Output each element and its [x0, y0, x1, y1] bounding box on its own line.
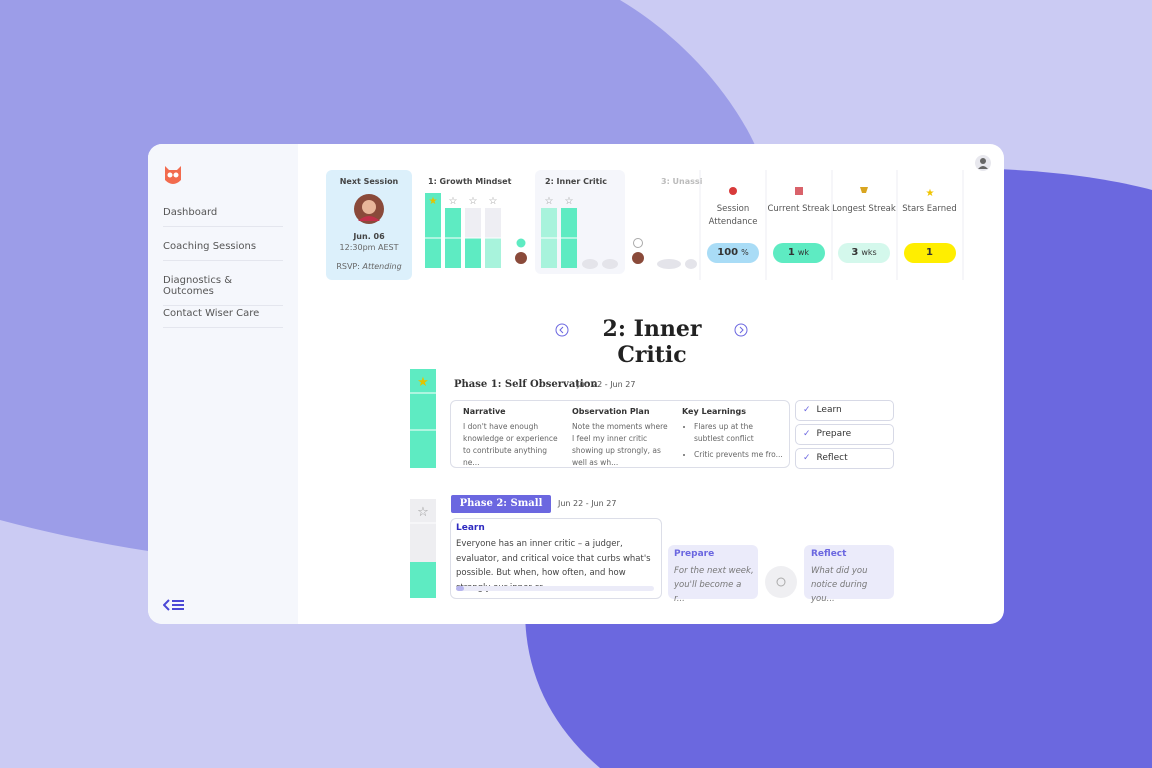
svg-text:★: ★: [926, 188, 935, 199]
session-time: 12:30pm AEST: [339, 243, 399, 252]
phase-dates: Jun 22 - Jun 27: [558, 499, 617, 508]
stat-label: Stars Earned: [902, 204, 957, 214]
module-progress: ★ ☆ ☆ ☆ ☆ ☆: [425, 193, 697, 269]
step-label: Reflect: [816, 453, 848, 463]
step-label: Prepare: [816, 429, 852, 439]
stat-value: 1: [926, 247, 933, 258]
card-text: For the next week, you'll become a r...: [674, 566, 754, 604]
stat-value: 3: [851, 247, 859, 258]
stat-unit: wks: [861, 248, 877, 257]
module-title[interactable]: 1: Growth Mindset: [428, 177, 512, 186]
step-label: Learn: [816, 405, 842, 415]
svg-text:☆: ☆: [449, 196, 458, 207]
step-button[interactable]: ✓ Prepare: [795, 424, 894, 445]
profile-icon[interactable]: [975, 155, 991, 171]
stat-label: Longest Streak: [832, 204, 896, 214]
phase-title: Phase 1: Self Observation: [454, 379, 598, 390]
stat-unit: wk: [797, 248, 810, 257]
phase-progress: ★ ☆: [410, 369, 436, 598]
module-title[interactable]: 3: Unassi: [661, 177, 703, 186]
svg-text:★: ★: [417, 375, 429, 390]
nav-item[interactable]: Diagnostics & Outcomes: [163, 275, 283, 306]
stat-dividers: ★: [699, 170, 964, 280]
column-text: I don't have enough knowledge or experie…: [463, 422, 558, 467]
reflect-card[interactable]: [804, 545, 894, 599]
stat-pill: 1: [903, 243, 956, 263]
card-heading: Learn: [456, 523, 485, 533]
svg-text:☆: ☆: [565, 196, 574, 207]
nav-item[interactable]: Coaching Sessions: [163, 241, 283, 261]
stat-pill: 100%: [707, 243, 759, 263]
card-text: What did you notice during you...: [811, 566, 868, 604]
stat-label: Current Streak: [767, 204, 830, 214]
logo: [165, 166, 181, 184]
stat-pill: 3 wks: [838, 243, 890, 263]
session-date: Jun. 06: [353, 232, 385, 241]
stat-pill: 1 wk: [772, 243, 825, 263]
stat-value: 1: [787, 247, 795, 258]
column-heading: Narrative: [463, 407, 506, 416]
rsvp: RSVP: Attending: [326, 262, 412, 271]
svg-text:☆: ☆: [545, 196, 554, 207]
rsvp-label: RSVP:: [336, 262, 360, 271]
stat-value: 100: [717, 247, 739, 258]
card-title: Next Session: [339, 177, 399, 186]
svg-text:★: ★: [429, 196, 438, 207]
learn-card[interactable]: [450, 518, 662, 599]
avatar: [354, 194, 384, 224]
stat-unit: %: [741, 248, 749, 257]
column-text: Note the moments where I feel my inner c…: [572, 422, 668, 467]
page-title: 2: Inner Critic: [602, 316, 702, 368]
loading-indicator: [765, 566, 797, 598]
svg-text:☆: ☆: [417, 505, 429, 520]
next-session-card[interactable]: [326, 170, 412, 280]
column-heading: Key Learnings: [682, 407, 746, 416]
title-arrows[interactable]: [555, 322, 751, 338]
card-heading: Prepare: [674, 549, 715, 559]
collapse-menu[interactable]: [163, 598, 185, 612]
svg-text:☆: ☆: [489, 196, 498, 207]
bullet: Critic prevents me fro...: [694, 449, 784, 461]
sidebar: [148, 144, 298, 624]
svg-text:☆: ☆: [469, 196, 478, 207]
phase-title: Phase 2: Small Steps: [451, 495, 551, 527]
phase-summary: [450, 400, 790, 468]
card-heading: Reflect: [811, 549, 847, 559]
phase-dates: Jun 22 - Jun 27: [577, 380, 636, 389]
step-button[interactable]: ✓ Reflect: [795, 448, 894, 469]
progress: [456, 586, 654, 591]
column-heading: Observation Plan: [572, 407, 650, 416]
bullet: Flares up at the subtlest conflict: [694, 421, 784, 445]
module-title[interactable]: 2: Inner Critic: [545, 177, 607, 186]
prepare-card[interactable]: [668, 545, 758, 599]
stat-label: Session Attendance: [708, 204, 758, 227]
nav-item[interactable]: Contact Wiser Care: [163, 308, 283, 328]
rsvp-status: Attending: [362, 262, 402, 271]
nav-item[interactable]: Dashboard: [163, 207, 283, 227]
key-learnings: Flares up at the subtlest conflict Criti…: [682, 421, 784, 461]
step-button[interactable]: ✓ Learn: [795, 400, 894, 421]
